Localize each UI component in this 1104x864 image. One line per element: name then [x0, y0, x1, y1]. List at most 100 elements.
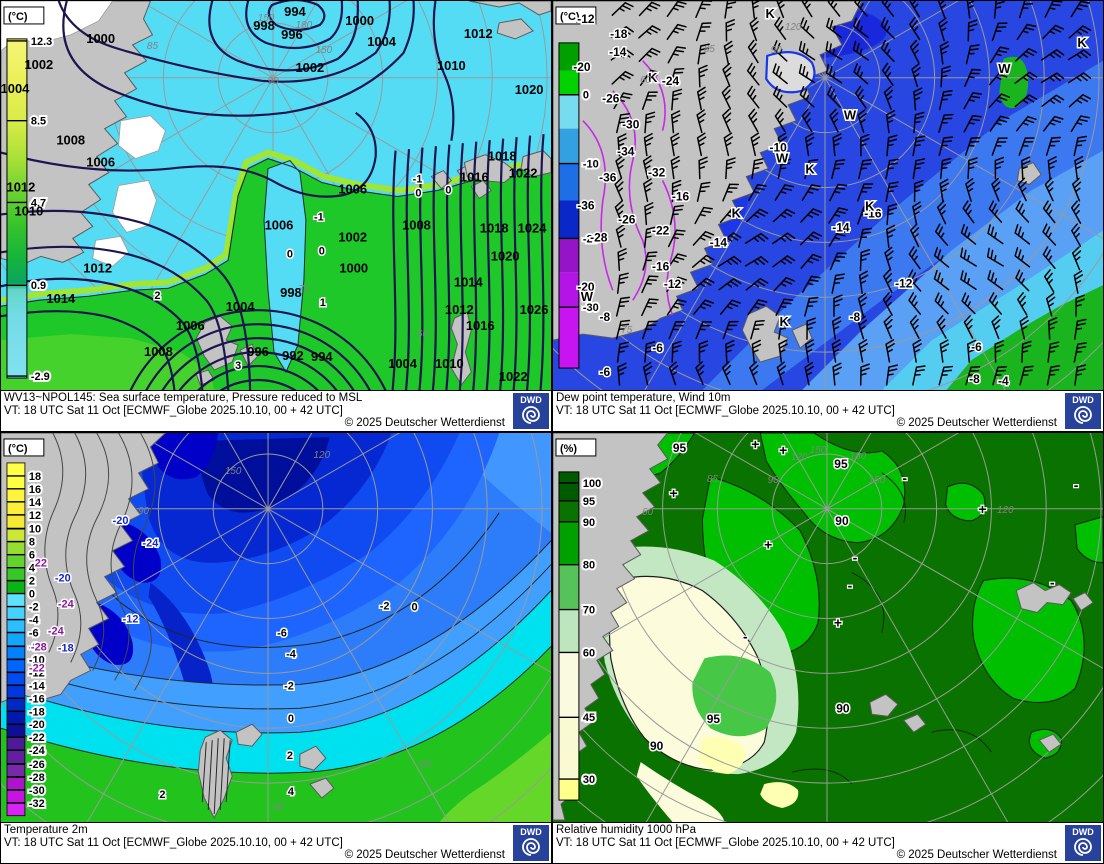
svg-text:-8: -8	[850, 310, 861, 324]
svg-text:90: 90	[267, 76, 279, 87]
svalbard-contours	[201, 738, 231, 815]
svg-text:1022: 1022	[509, 166, 538, 181]
panel-temperature-2m: 18 16 14 12 10 8 6 4 2 0 -2 -4 -6 -8 -10 -12 -14 -16 -18 -2…	[0, 432, 552, 864]
svg-text:-22: -22	[29, 662, 45, 674]
svg-text:-24: -24	[662, 74, 680, 88]
svg-text:30: 30	[272, 802, 284, 813]
caption-humidity: Relative humidity 1000 hPa VT: 18 UTC Sa…	[553, 822, 1103, 863]
svg-text:-12: -12	[123, 614, 139, 626]
svg-text:DWD: DWD	[1072, 395, 1094, 405]
svg-text:-18: -18	[58, 642, 74, 654]
svg-text:-10: -10	[770, 141, 788, 155]
map-labels: -12-18-14-20-24-26-30-34-36 -32-36-26-28-…	[572, 4, 1089, 389]
map-sst-pressure: 12.38.54.70.9-2.9 (°C) 10009949989961000…	[1, 1, 551, 390]
svg-text:+: +	[764, 537, 772, 553]
svg-text:K: K	[865, 198, 875, 213]
svg-text:-14: -14	[29, 680, 46, 692]
svg-text:DWD: DWD	[1072, 827, 1094, 837]
colorbar-sst: 12.3 8.5 4.7 0.9 -2.9 (°C)	[3, 6, 54, 385]
svg-text:4: 4	[288, 786, 295, 798]
svg-text:-20: -20	[29, 719, 45, 731]
svg-text:90: 90	[583, 517, 595, 529]
svg-text:90: 90	[138, 506, 150, 517]
svg-text:994: 994	[284, 4, 306, 19]
panel-dew-point-wind: 0 -10 -20 -30 (°C) -12 -18 -14 -20 -24 -26 -30 -34…	[552, 0, 1104, 432]
svg-text:-20: -20	[55, 573, 71, 585]
colorbar-unit: (%)	[560, 443, 577, 455]
svg-text:150: 150	[225, 466, 242, 477]
svg-text:K: K	[648, 70, 658, 85]
svg-text:K: K	[1077, 35, 1087, 50]
t2m-core	[199, 436, 330, 513]
svg-text:-1: -1	[314, 211, 324, 223]
svg-text:1008: 1008	[402, 217, 431, 232]
svg-text:1010: 1010	[437, 58, 466, 73]
svg-text:-36: -36	[577, 198, 595, 212]
colorbar-unit: (°C)	[560, 11, 580, 23]
svg-text:150: 150	[316, 45, 333, 56]
svg-text:-8: -8	[29, 641, 39, 653]
svg-text:0: 0	[288, 713, 294, 725]
svg-text:-12: -12	[29, 667, 45, 679]
greenland	[1, 433, 167, 703]
svg-text:+: +	[779, 442, 787, 458]
svg-text:-36: -36	[599, 171, 617, 185]
svg-text:80: 80	[583, 560, 595, 572]
svg-text:-: -	[853, 550, 858, 566]
svg-text:1004: 1004	[1, 81, 30, 96]
svg-text:45: 45	[583, 712, 595, 724]
svg-text:85: 85	[147, 41, 159, 52]
svg-text:1026: 1026	[520, 302, 549, 317]
svg-text:90: 90	[768, 475, 780, 486]
svg-text:-6: -6	[971, 340, 982, 354]
island	[470, 179, 492, 200]
isobars	[1, 1, 455, 390]
colorbar-t2m: 181614121086420-2-4-6-8-10-12-14-16-18-2…	[3, 438, 48, 817]
svg-text:-: -	[743, 628, 748, 644]
svg-text:-10: -10	[29, 654, 45, 666]
island	[496, 18, 534, 40]
svg-text:120: 120	[314, 450, 331, 461]
sst-zero-contour	[1, 158, 551, 307]
svalbard	[1015, 582, 1072, 614]
svg-text:-2: -2	[29, 602, 39, 614]
svg-text:+: +	[669, 485, 677, 501]
caption-t2m: Temperature 2m VT: 18 UTC Sat 11 Oct [EC…	[1, 822, 551, 863]
caption-title: Dew point temperature, Wind 10m	[556, 392, 731, 404]
svg-text:6: 6	[29, 550, 35, 562]
svg-text:DWD: DWD	[520, 827, 542, 837]
svg-text:2: 2	[154, 290, 160, 302]
colorbar-unit: (°C)	[8, 443, 28, 455]
svg-text:-30: -30	[29, 785, 45, 797]
svg-text:1000: 1000	[339, 260, 368, 275]
dwd-logo: DWD	[1065, 825, 1101, 861]
svg-text:1006: 1006	[265, 217, 294, 232]
svg-text:-24: -24	[58, 599, 75, 611]
svg-text:-26: -26	[618, 212, 636, 226]
t2m-warm	[1, 646, 551, 822]
panel-relative-humidity: 100 95 90 80 70 60 45 30 (%) 95 95 90 95 90 90 + + + + + +…	[552, 432, 1104, 864]
svg-text:0: 0	[411, 602, 417, 614]
svg-text:1002: 1002	[338, 229, 367, 244]
svg-text:90: 90	[836, 701, 850, 715]
svg-text:4.7: 4.7	[31, 197, 46, 209]
svg-text:1000: 1000	[345, 13, 374, 28]
t2m-mild-band	[1, 540, 551, 733]
caption-vt: VT: 18 UTC Sat 11 Oct [ECMWF_Globe 2025.…	[556, 837, 895, 849]
caption-title: WV13~NPOL145: Sea surface temperature, P…	[4, 392, 363, 404]
svg-text:W: W	[844, 108, 857, 123]
svg-text:85: 85	[704, 44, 716, 55]
svg-text:1: 1	[320, 297, 326, 309]
svg-text:1002: 1002	[24, 57, 53, 72]
humidity-yellow-spot	[760, 782, 799, 809]
svg-text:-6: -6	[652, 341, 663, 355]
humidity-yellow-spot	[698, 736, 745, 775]
svg-text:85: 85	[707, 474, 719, 485]
humidity-dry-tongue	[636, 762, 725, 822]
svg-text:+: +	[834, 614, 842, 630]
graticule	[1, 433, 551, 822]
svg-text:-: -	[848, 578, 853, 594]
svg-text:-24: -24	[143, 538, 160, 550]
greenland-contours	[44, 433, 156, 691]
svg-text:150: 150	[258, 13, 275, 24]
